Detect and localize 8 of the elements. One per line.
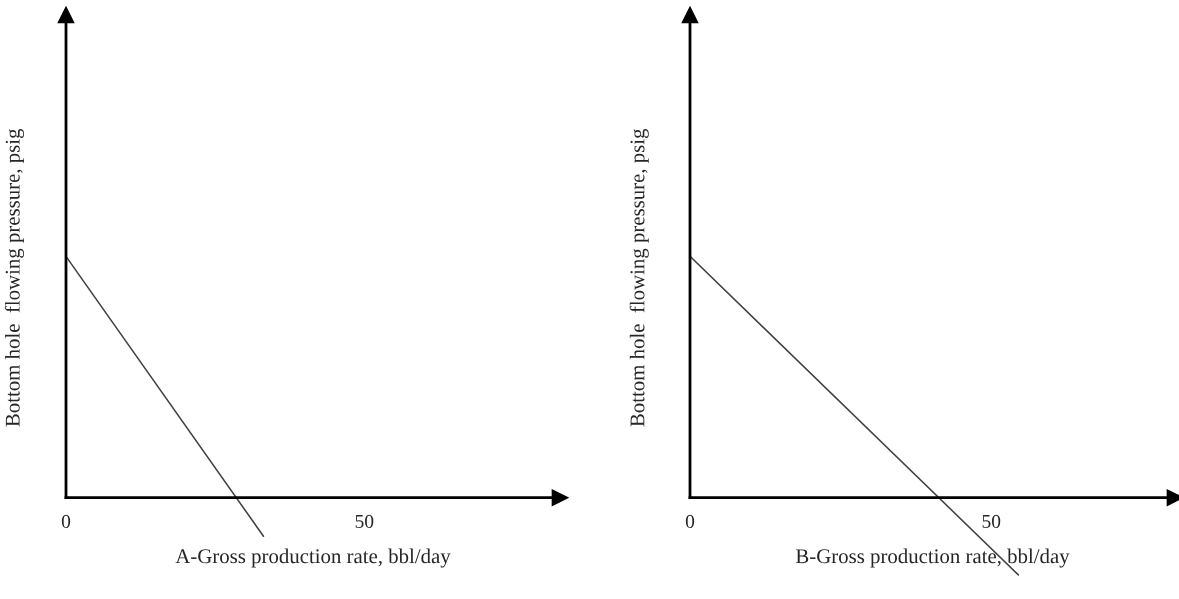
x-tick-label: 50 (982, 514, 1001, 528)
y-axis-title: Bottom hole flowing pressure, psig (4, 128, 25, 427)
x-tick-label: 50 (355, 514, 374, 528)
x-tick-label: 0 (685, 514, 695, 528)
x-axis-title: B-Gross production rate, bbl/day (795, 548, 1070, 568)
x-axis-title: A-Gross production rate, bbl/day (175, 548, 451, 568)
x-tick-label: 0 (61, 514, 71, 528)
y-axis-title: Bottom hole flowing pressure, psig (629, 128, 649, 427)
